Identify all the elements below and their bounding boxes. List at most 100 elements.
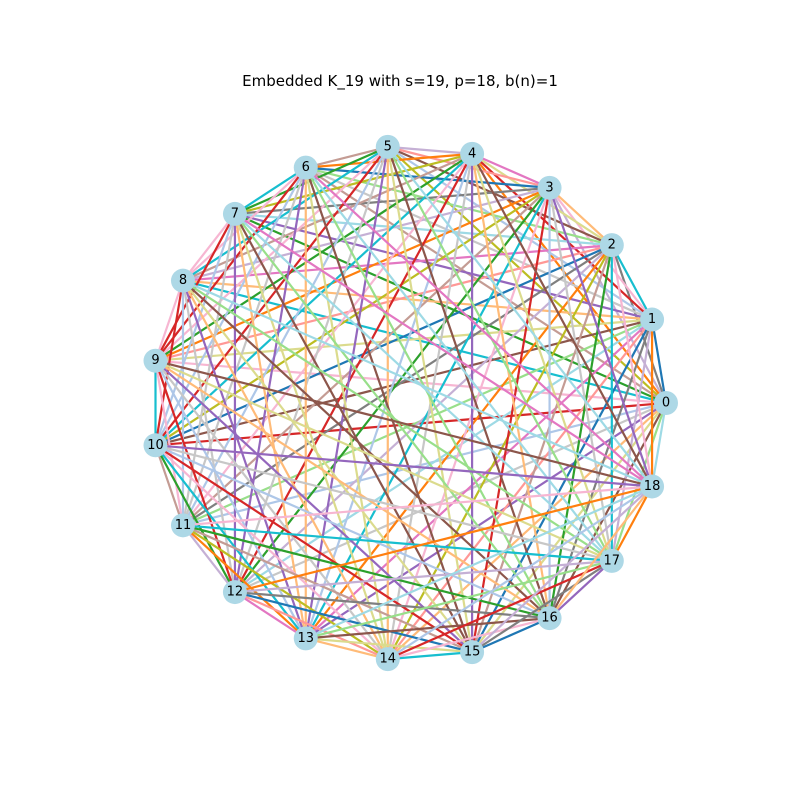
edge-12-14 [234,591,389,661]
edge-7-9 [154,213,236,362]
edge-3-14 [386,187,551,660]
node-18: 18 [640,474,665,499]
edge-6-16 [304,167,551,619]
edge-7-13 [233,213,307,639]
node-0: 0 [654,391,678,415]
edge-4-7 [234,152,473,215]
edge-12-17 [234,559,612,594]
edge-5-11 [182,146,389,526]
edge-12-16 [234,590,550,620]
edge-10-15 [154,444,473,654]
node-10: 10 [143,433,168,458]
node-label: 17 [604,553,621,568]
edge-9-17 [155,359,613,562]
node-circle [599,548,624,573]
edge-10-14 [154,444,389,660]
edge-8-15 [182,280,473,653]
edge-8-9 [154,280,185,362]
edge-6-7 [234,166,307,215]
node-label: 9 [151,353,159,368]
node-13: 13 [293,626,318,651]
node-label: 10 [147,438,164,453]
edge-3-5 [387,145,550,189]
node-3: 3 [537,175,562,200]
edge-13-15 [305,637,473,654]
edge-1-17 [610,319,654,562]
edge-10-12 [154,444,236,593]
node-label: 4 [468,146,476,161]
edge-0-4 [471,153,667,404]
node-label: 18 [644,479,661,494]
node-circle [654,391,678,415]
edge-10-13 [154,444,307,640]
edge-7-14 [233,213,389,660]
node-15: 15 [460,640,485,665]
node-circle [537,606,562,631]
edge-11-12 [182,524,236,593]
node-6: 6 [293,155,318,180]
edge-5-16 [386,146,551,619]
edge-0-11 [182,401,667,527]
node-5: 5 [375,134,400,159]
edge-9-13 [154,360,307,639]
node-label: 16 [541,611,558,626]
node-8: 8 [170,268,195,293]
edge-13-16 [305,617,550,640]
edge-15-16 [471,617,551,654]
edge-6-10 [154,167,307,446]
edge-2-13 [304,244,613,640]
edge-1-4 [471,153,653,321]
node-label: 1 [648,312,656,327]
edge-7-18 [234,212,653,488]
edge-11-15 [182,524,473,654]
edge-10-16 [155,444,551,620]
edge-12-15 [234,591,473,654]
edge-3-6 [305,166,550,189]
edge-2-18 [610,244,654,487]
edge-1-9 [155,318,653,362]
node-circle [222,201,247,226]
node-circle [293,155,318,180]
node-circle [143,348,168,373]
edge-2-8 [182,244,612,282]
node-circle [375,134,400,159]
node-circle [222,580,247,605]
edge-11-13 [182,524,307,640]
node-7: 7 [222,201,247,226]
edge-6-17 [304,166,613,562]
node-2: 2 [599,233,624,258]
edge-8-12 [181,280,237,593]
node-16: 16 [537,606,562,631]
node-17: 17 [599,548,624,573]
edge-4-18 [471,153,654,487]
node-label: 11 [175,518,192,533]
edge-3-4 [471,152,551,189]
edge-1-14 [386,318,653,660]
node-label: 0 [662,396,670,411]
edge-5-15 [386,146,474,653]
node-label: 6 [302,160,310,175]
edge-2-6 [305,166,613,247]
edge-13-17 [305,559,613,640]
edge-3-18 [548,187,654,487]
edge-4-8 [182,152,473,282]
edge-15-18 [471,485,653,653]
edge-8-18 [182,279,653,488]
edge-13-14 [305,637,389,661]
edge-9-11 [154,360,185,526]
node-label: 13 [297,631,314,646]
edge-6-8 [182,166,307,282]
edge-1-7 [234,212,653,321]
node-label: 2 [608,238,616,253]
edge-0-16 [548,402,667,619]
edge-17-18 [610,485,654,562]
edge-2-5 [387,145,613,247]
node-12: 12 [222,580,247,605]
edge-9-12 [154,360,236,593]
edge-2-4 [471,152,613,247]
edge-11-17 [182,524,612,562]
node-9: 9 [143,348,168,373]
edge-0-1 [650,319,668,404]
